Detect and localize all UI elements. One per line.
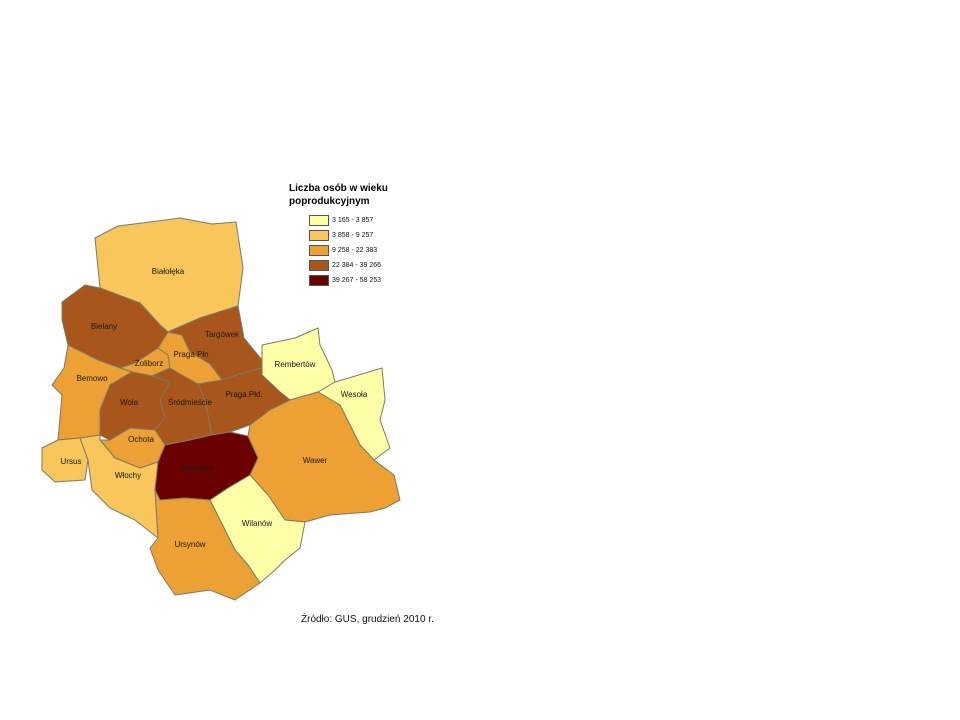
legend-item: 9 258 - 22 383 — [309, 243, 429, 258]
legend-swatch — [309, 245, 329, 256]
district-ursynow — [149, 489, 261, 601]
district-ursus — [41, 437, 89, 483]
district-label: Rembertów — [274, 360, 316, 369]
legend-swatch — [309, 215, 329, 226]
legend-item: 22 384 - 39 266 — [309, 258, 429, 273]
map-legend: Liczba osób w wieku poprodukcyjnym 3 165… — [289, 182, 429, 288]
legend-item: 39 267 - 58 253 — [309, 273, 429, 288]
district-label: Praga Płn — [173, 350, 209, 359]
district-label: Wesoła — [340, 390, 368, 399]
legend-swatch — [309, 230, 329, 241]
legend-range: 9 258 - 22 383 — [332, 247, 378, 254]
legend-range: 39 267 - 58 253 — [332, 277, 382, 284]
legend-item: 3 858 - 9 257 — [309, 228, 429, 243]
district-label: Bielany — [90, 322, 118, 331]
district-label: Żoliborz — [134, 359, 164, 368]
legend-items: 3 165 - 3 857 3 858 - 9 257 9 258 - 22 3… — [309, 213, 429, 288]
legend-item: 3 165 - 3 857 — [309, 213, 429, 228]
legend-range: 22 384 - 39 266 — [332, 262, 382, 269]
district-label: Ursynów — [174, 540, 206, 549]
district-label: Bemowo — [76, 374, 108, 383]
legend-swatch — [309, 275, 329, 286]
district-label: Targówek — [204, 330, 240, 339]
district-label: Wilanów — [241, 519, 273, 528]
legend-range: 3 858 - 9 257 — [332, 232, 374, 239]
district-label: Śródmieście — [167, 398, 213, 407]
district-label: Praga Płd. — [225, 390, 263, 399]
legend-title: Liczba osób w wieku poprodukcyjnym — [289, 183, 388, 207]
district-label: Ursus — [60, 457, 82, 466]
district-label: Wawer — [302, 456, 328, 465]
district-label: Wola — [119, 398, 139, 407]
district-label: Ochota — [128, 435, 154, 444]
district-label: Mokotów — [181, 464, 215, 473]
district-label: Białołęka — [151, 267, 185, 276]
legend-swatch — [309, 260, 329, 271]
district-label: Włochy — [114, 471, 142, 480]
source-note: Źródło: GUS, grudzień 2010 r. — [301, 614, 434, 625]
legend-range: 3 165 - 3 857 — [332, 217, 374, 224]
